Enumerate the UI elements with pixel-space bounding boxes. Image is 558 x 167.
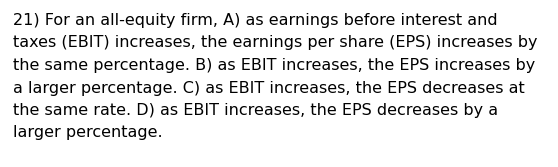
Text: a larger percentage. C) as EBIT increases, the EPS decreases at: a larger percentage. C) as EBIT increase… (13, 80, 525, 96)
Text: the same percentage. B) as EBIT increases, the EPS increases by: the same percentage. B) as EBIT increase… (13, 58, 535, 73)
Text: the same rate. D) as EBIT increases, the EPS decreases by a: the same rate. D) as EBIT increases, the… (13, 103, 498, 118)
Text: taxes (EBIT) increases, the earnings per share (EPS) increases by: taxes (EBIT) increases, the earnings per… (13, 36, 537, 50)
Text: 21) For an all-equity firm, A) as earnings before interest and: 21) For an all-equity firm, A) as earnin… (13, 13, 498, 28)
Text: larger percentage.: larger percentage. (13, 125, 162, 140)
